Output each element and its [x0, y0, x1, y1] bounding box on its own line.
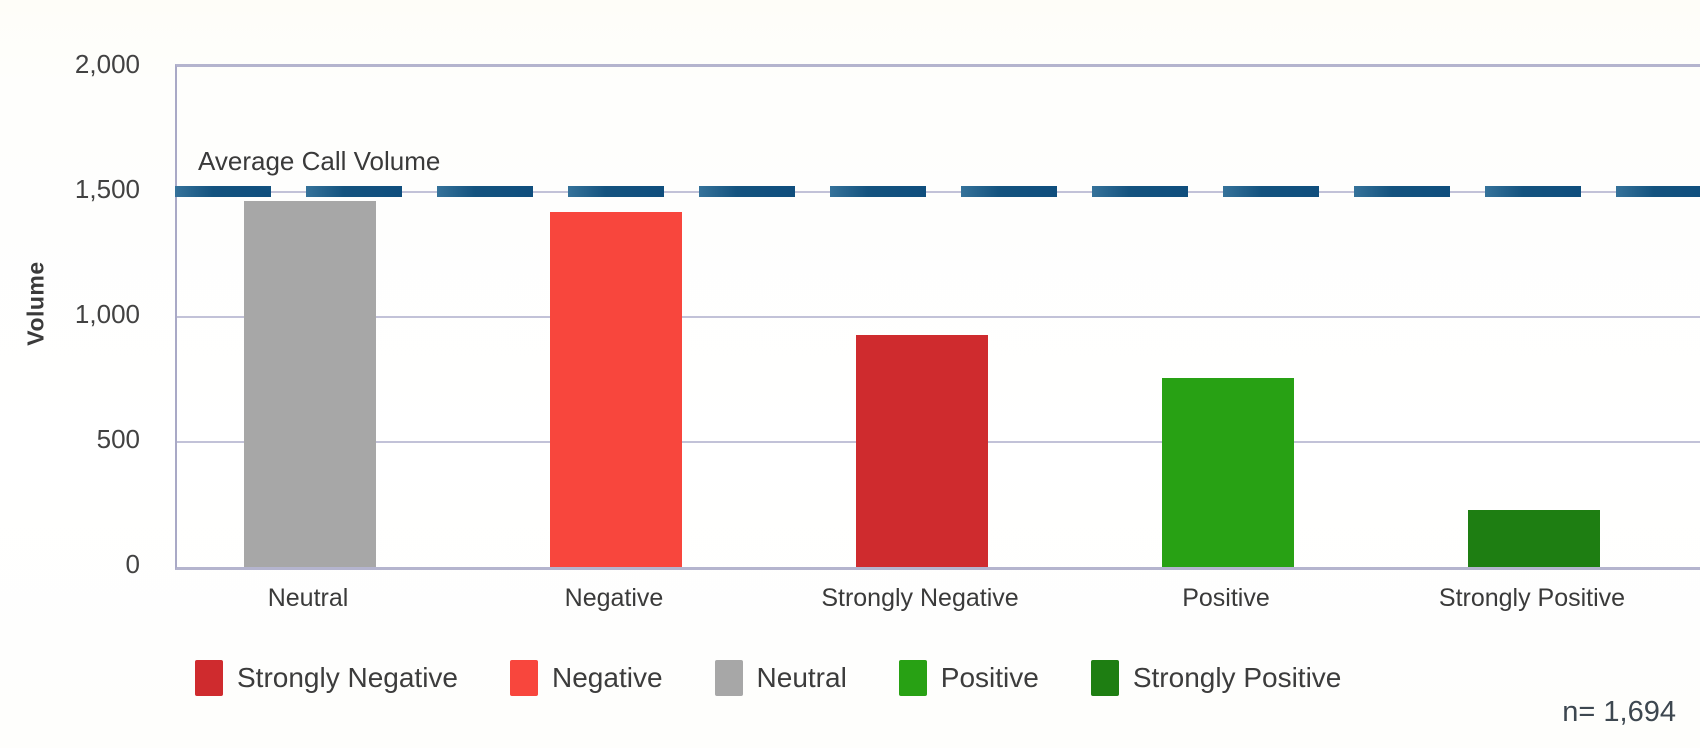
category-label: Strongly Negative [821, 584, 1019, 612]
average-line-label: Average Call Volume [198, 146, 441, 176]
legend-swatch [510, 660, 539, 696]
legend-swatch [898, 660, 927, 696]
bar-strongly-negative[interactable] [856, 334, 988, 567]
y-tick-label: 1,000 [74, 299, 140, 329]
plot-area [175, 64, 1700, 570]
bar-positive[interactable] [1162, 378, 1294, 567]
gridline [177, 316, 1700, 318]
y-tick-label: 2,000 [74, 49, 140, 79]
category-label: Positive [1182, 584, 1270, 612]
y-tick-label: 500 [96, 424, 140, 454]
legend-item-positive[interactable]: Positive [898, 660, 1039, 696]
legend-label: Negative [552, 662, 663, 693]
bar-negative[interactable] [550, 212, 682, 567]
bar-neutral[interactable] [244, 200, 376, 567]
legend-label: Strongly Negative [237, 662, 459, 693]
legend-label: Neutral [756, 662, 847, 693]
legend-item-strongly-positive[interactable]: Strongly Positive [1090, 660, 1342, 696]
legend-item-negative[interactable]: Negative [510, 660, 663, 696]
legend-item-neutral[interactable]: Neutral [714, 660, 847, 696]
category-label: Negative [564, 584, 664, 612]
legend-swatch [714, 660, 743, 696]
legend-swatch [1090, 660, 1119, 696]
legend: Strongly Negative Negative Neutral Positive… [195, 660, 1341, 696]
category-label: Neutral [267, 584, 349, 612]
y-tick-label: 1,500 [74, 174, 140, 204]
category-label: Strongly Positive [1438, 584, 1626, 612]
bar-strongly-positive[interactable] [1468, 510, 1600, 567]
average-call-volume-line [175, 186, 1700, 197]
legend-label: Strongly Positive [1132, 662, 1342, 693]
legend-swatch [195, 660, 223, 696]
legend-item-strongly-negative[interactable]: Strongly Negative [195, 660, 458, 696]
legend-label: Positive [940, 662, 1039, 693]
y-tick-label: 0 [125, 549, 140, 579]
sample-size-label: n= 1,694 [1562, 696, 1676, 728]
